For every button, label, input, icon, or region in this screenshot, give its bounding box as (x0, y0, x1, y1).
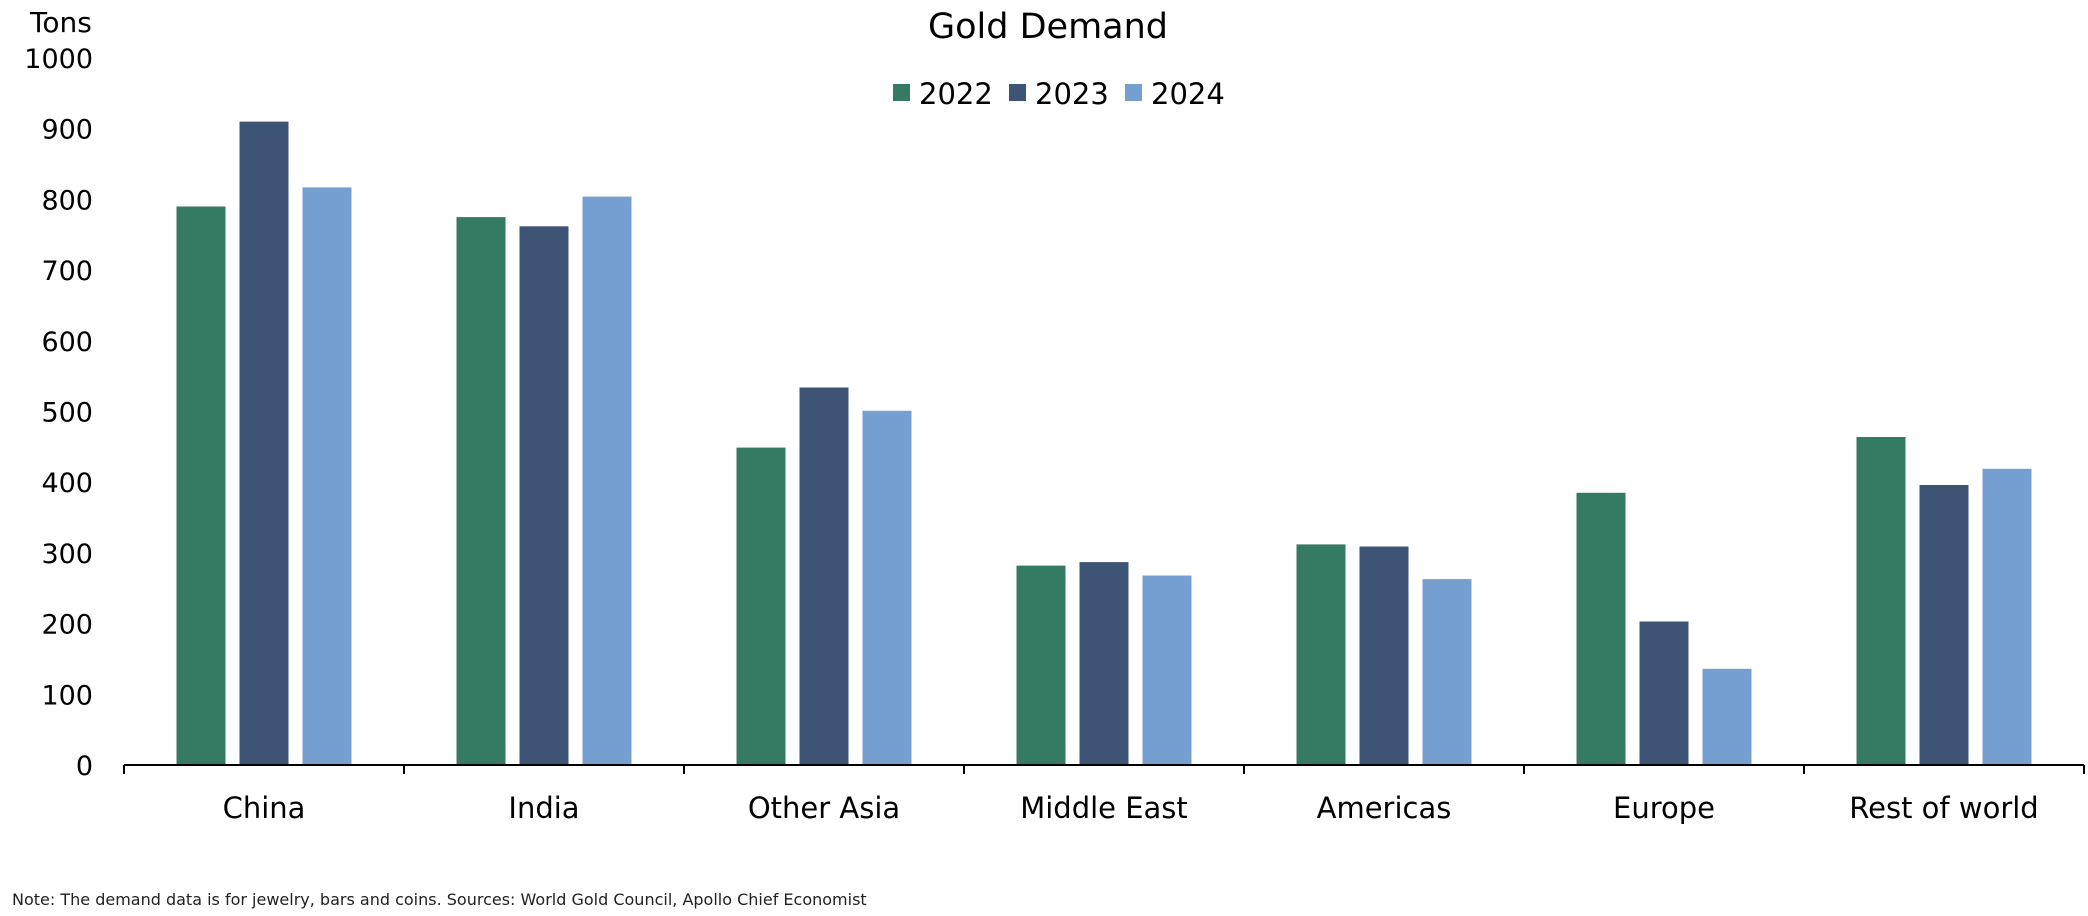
legend-swatch-2023 (1009, 84, 1026, 101)
bar-2024-china (302, 187, 352, 765)
bar-2023-middle-east (1079, 562, 1129, 765)
bar-2024-india (582, 196, 632, 766)
y-tick-label: 700 (41, 256, 93, 287)
source-note: Note: The demand data is for jewelry, ba… (12, 890, 867, 909)
bar-2024-rest-of-world (1982, 468, 2032, 765)
y-tick-label: 800 (41, 185, 93, 216)
bar-2022-india (456, 217, 506, 766)
bar-2022-europe (1576, 492, 1626, 765)
chart-title: Gold Demand (928, 7, 1168, 47)
legend-label: 2024 (1151, 77, 1225, 111)
x-tick-label: Americas (1317, 791, 1452, 825)
bar-2023-americas (1359, 546, 1409, 765)
bar-2024-europe (1702, 668, 1752, 765)
bar-2023-other-asia (799, 387, 849, 765)
bar-2023-china (239, 121, 289, 766)
legend-swatch-2022 (893, 84, 910, 101)
legend-swatch-2024 (1125, 84, 1142, 101)
bar-2023-india (519, 226, 569, 766)
y-tick-label: 1000 (24, 44, 93, 75)
x-axis: China India Other Asia Middle East Americas E… (123, 764, 2085, 825)
y-tick-label: 0 (76, 751, 93, 782)
y-tick-label: 300 (41, 539, 93, 570)
x-tick-label: Rest of world (1849, 791, 2038, 825)
bar-2024-middle-east (1142, 575, 1192, 765)
bar-2024-other-asia (862, 410, 912, 765)
bar-2024-americas (1422, 579, 1472, 765)
bar-2022-americas (1296, 544, 1346, 765)
y-tick-label: 900 (41, 115, 93, 146)
y-axis-label: Tons (29, 6, 92, 39)
x-tick-label: Europe (1613, 791, 1715, 825)
bar-2022-middle-east (1016, 565, 1066, 765)
legend-label: 2022 (919, 77, 993, 111)
x-tick-label: Middle East (1020, 791, 1188, 825)
y-tick-label: 200 (41, 610, 93, 641)
bar-2022-other-asia (736, 447, 786, 765)
y-tick-label: 500 (41, 398, 93, 429)
x-tick-label: China (223, 791, 306, 825)
y-tick-label: 600 (41, 327, 93, 358)
y-tick-label: 100 (41, 680, 93, 711)
y-tick-label: 400 (41, 468, 93, 499)
bar-2022-china (176, 206, 226, 765)
x-tick-label: Other Asia (748, 791, 900, 825)
legend-label: 2023 (1035, 77, 1109, 111)
bar-2022-rest-of-world (1856, 437, 1906, 765)
bar-2023-rest-of-world (1919, 485, 1969, 765)
bar-2023-europe (1639, 621, 1689, 765)
bars (176, 121, 2032, 766)
y-axis-ticks: 0 100 200 300 400 500 600 700 800 900 1000 (24, 44, 93, 782)
x-tick-label: India (508, 791, 579, 825)
legend: 2022 2023 2024 (893, 77, 1225, 111)
